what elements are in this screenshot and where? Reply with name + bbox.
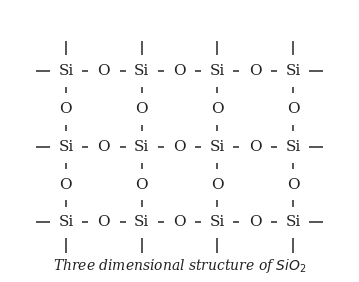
Text: Si: Si <box>210 64 225 78</box>
Text: O: O <box>249 140 262 154</box>
Text: Si: Si <box>210 215 225 230</box>
Text: O: O <box>249 215 262 230</box>
Text: Si: Si <box>134 140 149 154</box>
Text: O: O <box>287 102 299 116</box>
Text: Si: Si <box>134 215 149 230</box>
Text: O: O <box>60 178 72 191</box>
Text: O: O <box>211 102 224 116</box>
Text: O: O <box>173 140 186 154</box>
Text: Si: Si <box>134 64 149 78</box>
Text: Si: Si <box>58 215 74 230</box>
Text: O: O <box>97 215 110 230</box>
Text: O: O <box>97 64 110 78</box>
Text: Si: Si <box>285 215 301 230</box>
Text: O: O <box>211 178 224 191</box>
Text: Si: Si <box>58 64 74 78</box>
Text: Si: Si <box>285 64 301 78</box>
Text: O: O <box>287 178 299 191</box>
Text: O: O <box>135 178 148 191</box>
Text: O: O <box>135 102 148 116</box>
Text: Si: Si <box>58 140 74 154</box>
Text: Si: Si <box>285 140 301 154</box>
Text: O: O <box>97 140 110 154</box>
Text: Three dimensional structure of $SiO_2$: Three dimensional structure of $SiO_2$ <box>53 257 306 275</box>
Text: O: O <box>249 64 262 78</box>
Text: Si: Si <box>210 140 225 154</box>
Text: O: O <box>173 64 186 78</box>
Text: O: O <box>173 215 186 230</box>
Text: O: O <box>60 102 72 116</box>
